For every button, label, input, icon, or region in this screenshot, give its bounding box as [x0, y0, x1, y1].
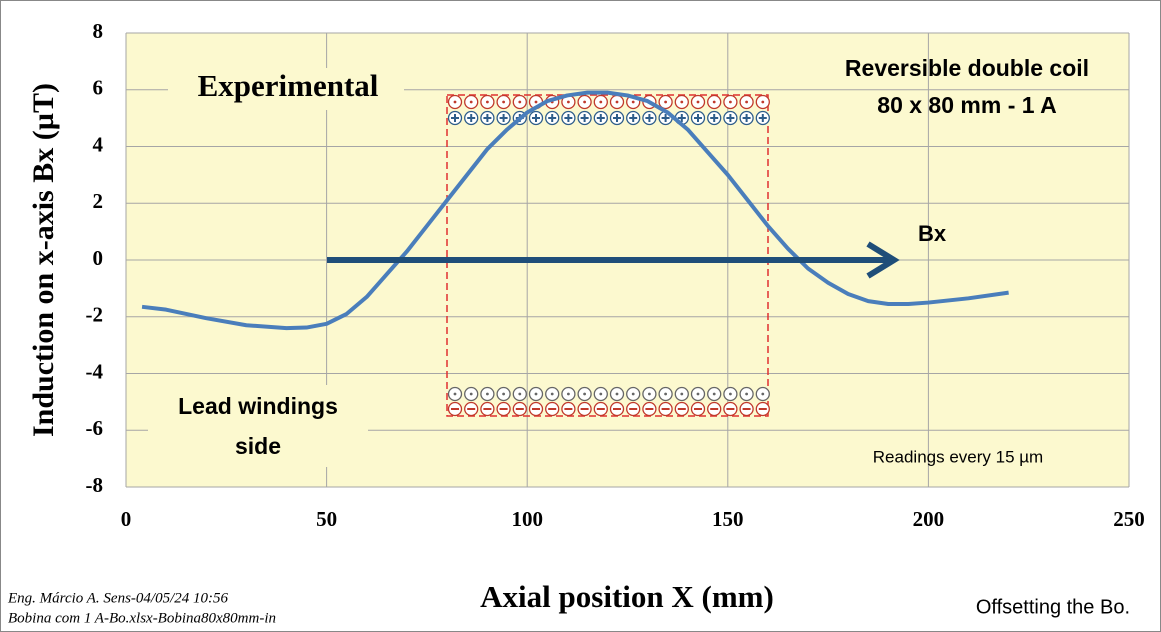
- winding-dot: [469, 100, 473, 104]
- y-tick-label: 6: [93, 76, 104, 100]
- winding-dot: [745, 392, 748, 396]
- y-axis-title: Induction on x-axis Bx (µT): [27, 83, 60, 437]
- winding-dot: [534, 100, 538, 104]
- x-tick-label: 250: [1113, 507, 1145, 531]
- winding-dot: [664, 100, 667, 104]
- winding-dot: [615, 100, 619, 104]
- winding-dot: [583, 392, 586, 396]
- winding-dot: [745, 100, 748, 104]
- footer: Offsetting the Bo.: [976, 596, 1130, 618]
- winding-dot: [696, 392, 700, 396]
- y-tick-label: 8: [93, 19, 104, 43]
- winding-dot: [680, 392, 684, 396]
- winding-dot: [712, 100, 716, 104]
- winding-dot: [583, 100, 586, 104]
- winding-dot: [518, 392, 522, 396]
- annotation: Bx: [918, 221, 947, 246]
- y-tick-label: 2: [93, 189, 104, 213]
- x-tick-label: 50: [316, 507, 337, 531]
- winding-dot: [729, 392, 732, 396]
- winding-dot: [502, 100, 505, 104]
- x-tick-label: 100: [511, 507, 543, 531]
- winding-dot: [567, 392, 570, 396]
- y-tick-label: 4: [93, 132, 104, 156]
- winding-dot: [534, 392, 538, 396]
- winding-dot: [729, 100, 732, 104]
- label-bg: [168, 68, 404, 110]
- winding-dot: [615, 392, 619, 396]
- arrow-head: [866, 241, 900, 279]
- annotation: Readings every 15 µm: [873, 447, 1043, 466]
- winding-dot: [599, 100, 603, 104]
- winding-dot: [599, 392, 603, 396]
- winding-dot: [712, 392, 716, 396]
- winding-dot: [648, 392, 651, 396]
- winding-dot: [469, 392, 473, 396]
- winding-dot: [550, 392, 554, 396]
- annotation: side: [235, 433, 281, 459]
- annotation: Reversible double coil: [845, 55, 1089, 81]
- marks: [141, 90, 1009, 331]
- x-tick-label: 200: [913, 507, 945, 531]
- winding-dot: [486, 392, 489, 396]
- x-tick-label: 0: [121, 507, 132, 531]
- data-line: [141, 90, 1009, 331]
- winding-dot: [502, 392, 505, 396]
- winding-dot: [567, 100, 570, 104]
- coil-outline: [446, 94, 769, 417]
- y-tick-label: -4: [86, 359, 104, 383]
- winding-dot: [631, 100, 635, 104]
- winding-dot: [664, 392, 667, 396]
- winding-dot: [696, 100, 700, 104]
- y-tick-label: -2: [86, 303, 104, 327]
- label-bg: [148, 385, 368, 467]
- winding-dot: [486, 100, 489, 104]
- y-tick-label: 0: [93, 246, 104, 270]
- y-tick-label: -6: [86, 416, 104, 440]
- bx-arrow: [327, 241, 900, 279]
- footer: Eng. Márcio A. Sens-04/05/24 10:56: [7, 590, 228, 606]
- x-tick-label: 150: [712, 507, 744, 531]
- footer: Bobina com 1 A-Bo.xlsx-Bobina80x80mm-in: [8, 610, 276, 626]
- annotation: Lead windings: [178, 393, 338, 419]
- winding-dot: [631, 392, 635, 396]
- y-tick-label: -8: [86, 473, 104, 497]
- winding-dot: [680, 100, 684, 104]
- winding-dot: [761, 100, 765, 104]
- winding-dot: [761, 392, 765, 396]
- coil: [446, 94, 770, 417]
- annotation: 80 x 80 mm - 1 A: [877, 92, 1056, 118]
- winding-dot: [453, 100, 457, 104]
- winding-dot: [518, 100, 522, 104]
- x-axis-title: Axial position X (mm): [480, 579, 774, 614]
- winding-dot: [453, 392, 457, 396]
- title: Experimental: [198, 68, 379, 103]
